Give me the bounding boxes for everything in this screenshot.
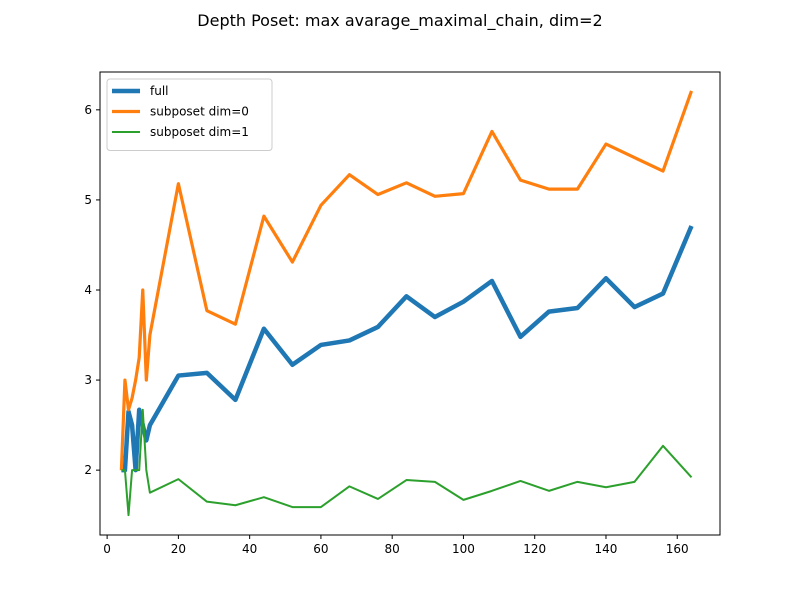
x-tick-label: 0 — [103, 542, 111, 556]
x-tick-label: 20 — [171, 542, 186, 556]
series-line-1 — [119, 90, 693, 471]
y-tick-label: 6 — [84, 103, 92, 117]
legend-label-0: full — [150, 84, 169, 98]
x-tick-label: 120 — [523, 542, 546, 556]
x-tick-label: 100 — [452, 542, 475, 556]
x-tick-label: 40 — [242, 542, 257, 556]
legend-label-1: subposet dim=0 — [150, 105, 249, 119]
plot-frame — [99, 71, 721, 536]
x-tick-label: 80 — [385, 542, 400, 556]
y-tick-label: 3 — [84, 373, 92, 387]
y-tick-label: 5 — [84, 193, 92, 207]
chart-title: Depth Poset: max avarage_maximal_chain, … — [197, 11, 602, 31]
y-tick-label: 2 — [84, 463, 92, 477]
x-axis: 0 20 40 60 80 100 120 140 160 — [103, 535, 689, 556]
x-tick-label: 140 — [595, 542, 618, 556]
legend-box — [106, 78, 273, 151]
y-axis: 2 3 4 5 6 — [84, 103, 100, 477]
x-tick-label: 60 — [313, 542, 328, 556]
series-line-2 — [121, 408, 693, 517]
series-line-0 — [121, 225, 694, 473]
series-layer — [119, 90, 694, 517]
y-tick-label: 4 — [84, 283, 92, 297]
x-tick-label: 160 — [666, 542, 689, 556]
legend: full subposet dim=0 subposet dim=1 — [106, 78, 273, 151]
legend-label-2: subposet dim=1 — [150, 125, 249, 139]
